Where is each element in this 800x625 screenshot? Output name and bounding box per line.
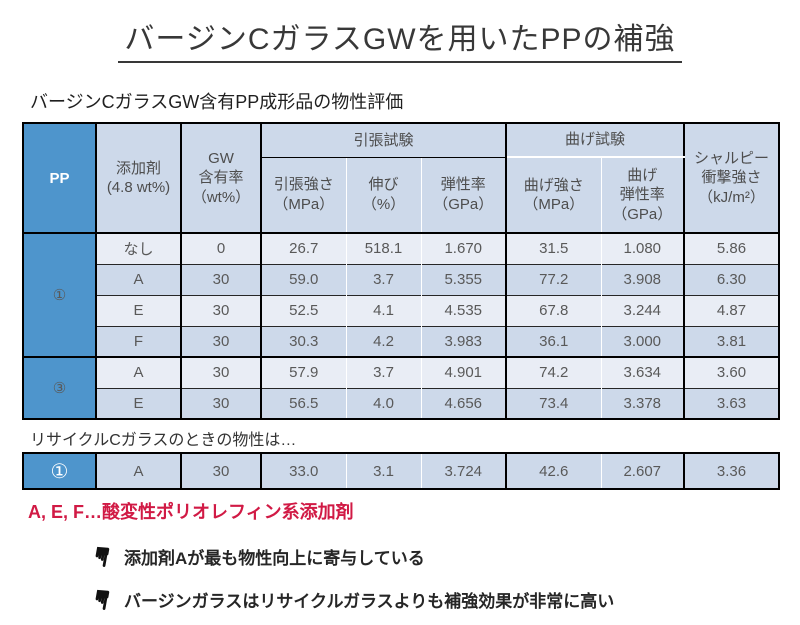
additive-note: A, E, F…酸変性ポリオレフィン系添加剤 [28,502,354,522]
main-table-body: ① なし 0 26.7 518.1 1.670 31.5 1.080 5.86 A 30 59.0 3.… [23,232,780,419]
table-row: ① A 30 33.0 3.1 3.724 42.6 2.607 3.36 [23,453,779,489]
table-cell: 59.0 [261,263,347,295]
table-row: E 30 56.5 4.0 4.656 73.4 3.378 3.63 [23,387,780,419]
title-wrap: バージンCガラスGWを用いたPPの補強 [0,14,800,63]
header-charpy: シャルピー 衝撃強さ （kJ/m²） [684,123,780,234]
table-row: F 30 30.3 4.2 3.983 36.1 3.000 3.81 [23,325,780,357]
table-cell: 2.607 [601,453,685,489]
table-cell: 4.0 [346,387,422,419]
table-cell: 4.656 [421,387,507,419]
recycled-table: ① A 30 33.0 3.1 3.724 42.6 2.607 3.36 [22,452,780,490]
table-cell: 1.080 [601,232,686,264]
table-cell: 4.2 [346,325,422,357]
page-subtitle: バージンCガラスGW含有PP成形品の物性評価 [30,92,404,112]
table-cell: 42.6 [506,453,602,489]
table-cell: 4.901 [421,356,507,388]
table-cell: A [96,453,182,489]
table-cell: 56.5 [261,387,347,419]
table-cell: 1.670 [421,232,507,264]
table-cell: 518.1 [346,232,422,264]
pointing-hand-down-icon: ☛ [84,542,119,572]
bullet-item: ☛ バージンガラスはリサイクルガラスよりも補強効果が非常に高い [85,585,615,614]
page-title: バージンCガラスGWを用いたPPの補強 [118,14,682,63]
table-cell: 30 [181,387,262,419]
header-bending-modulus: 曲げ 弾性率 （GPa） [601,157,686,234]
table-cell: E [96,294,182,326]
table-cell: 77.2 [506,263,602,295]
header-tensile-group: 引張試験 [261,123,507,158]
table-cell: F [96,325,182,357]
table-cell: 4.535 [421,294,507,326]
table-row: A 30 59.0 3.7 5.355 77.2 3.908 6.30 [23,263,780,295]
table-cell: 6.30 [684,263,780,295]
header-bending-group: 曲げ試験 [506,123,686,158]
table-row: ① なし 0 26.7 518.1 1.670 31.5 1.080 5.86 [23,232,780,357]
table-cell: 30 [181,356,262,388]
header-bending-strength: 曲げ強さ （MPa） [506,157,602,234]
table-cell: 3.63 [684,387,780,419]
recycled-glass-label: リサイクルCガラスのときの物性は… [30,432,297,449]
table-cell: 30.3 [261,325,347,357]
header-additive: 添加剤 (4.8 wt%) [96,123,182,234]
pp-group-label: ③ [23,356,97,419]
header-elongation: 伸び （%） [346,157,422,234]
table-cell: 5.355 [421,263,507,295]
table-cell: 30 [181,453,262,489]
table-cell: A [96,356,182,388]
table-cell: 33.0 [261,453,347,489]
table-cell: 74.2 [506,356,602,388]
header-pp: PP [23,123,97,234]
table-cell: 31.5 [506,232,602,264]
pp-group-label: ① [23,232,97,357]
table-cell: 3.7 [346,263,422,295]
table-cell: 0 [181,232,262,264]
header-tensile-strength: 引張強さ （MPa） [261,157,347,234]
table-cell: 4.1 [346,294,422,326]
table-cell: 3.908 [601,263,686,295]
table-cell: 30 [181,263,262,295]
table-row: E 30 52.5 4.1 4.535 67.8 3.244 4.87 [23,294,780,326]
bullet-text: バージンガラスはリサイクルガラスよりも補強効果が非常に高い [124,592,615,611]
table-cell: E [96,387,182,419]
table-cell: 3.81 [684,325,780,357]
bullet-item: ☛ 添加剤Aが最も物性向上に寄与している [85,542,425,571]
table-cell: 3.000 [601,325,686,357]
table-cell: 3.634 [601,356,686,388]
table-cell: 73.4 [506,387,602,419]
bullet-text: 添加剤Aが最も物性向上に寄与している [124,549,425,568]
table-cell: 3.244 [601,294,686,326]
header-tensile-modulus: 弾性率 （GPa） [421,157,507,234]
properties-table: PP 添加剤 (4.8 wt%) GW 含有率 （wt%） 引張試験 曲げ試験 … [22,122,781,420]
table-cell: 3.378 [601,387,686,419]
table-cell: 3.1 [346,453,422,489]
header-gw-content: GW 含有率 （wt%） [181,123,262,234]
table-cell: 4.87 [684,294,780,326]
table-cell: 3.983 [421,325,507,357]
table-cell: 3.36 [684,453,779,489]
table-cell: 26.7 [261,232,347,264]
table-cell: 3.60 [684,356,780,388]
table-cell: 36.1 [506,325,602,357]
table-cell: 5.86 [684,232,780,264]
table-cell: 3.7 [346,356,422,388]
table-cell: 30 [181,325,262,357]
table-cell: 57.9 [261,356,347,388]
table-cell: 52.5 [261,294,347,326]
table-cell: 3.724 [421,453,507,489]
table-cell: なし [96,232,182,264]
pp-group-label: ① [23,453,97,489]
table-cell: 67.8 [506,294,602,326]
pointing-hand-down-icon: ☛ [84,585,119,615]
table-cell: 30 [181,294,262,326]
table-row: ③ A 30 57.9 3.7 4.901 74.2 3.634 3.60 [23,356,780,419]
table-cell: A [96,263,182,295]
